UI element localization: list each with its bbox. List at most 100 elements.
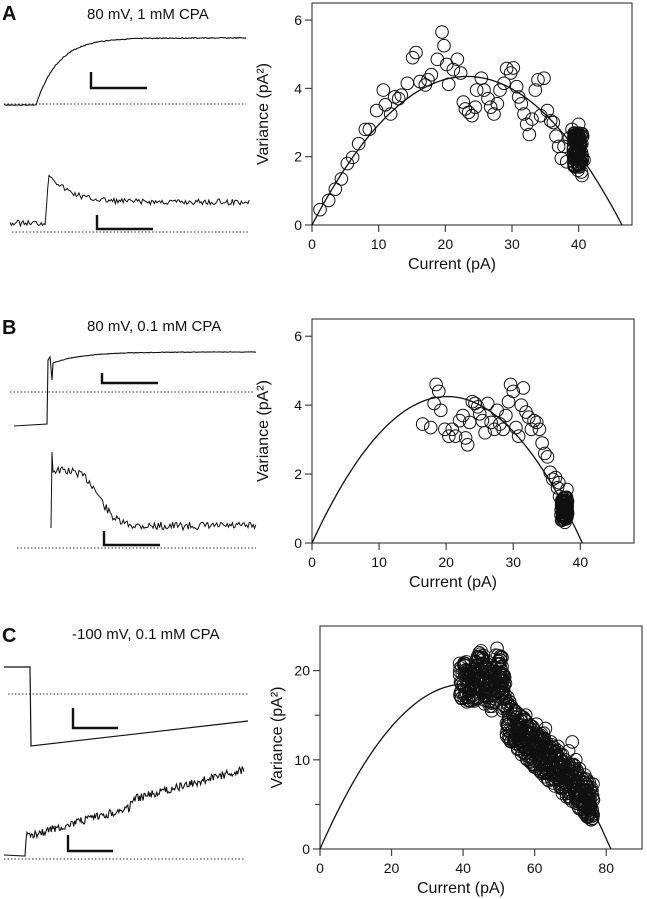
data-point	[577, 768, 592, 782]
x-axis-label: Current (pA)	[409, 574, 497, 591]
data-point	[391, 91, 406, 106]
y-tick-label: 4	[294, 80, 302, 96]
data-point	[477, 83, 491, 97]
data-point	[453, 66, 468, 80]
data-point	[562, 786, 576, 800]
x-tick-label: 0	[316, 860, 324, 876]
data-point	[547, 772, 562, 787]
data-point	[470, 400, 485, 414]
data-point	[499, 61, 514, 76]
data-point	[516, 381, 531, 395]
data-point	[465, 108, 479, 123]
data-point	[351, 136, 366, 151]
x-tick-label: 60	[527, 860, 543, 876]
data-point	[550, 764, 565, 779]
y-tick-label: 0	[302, 841, 310, 857]
data-point	[527, 760, 542, 774]
data-point	[475, 413, 490, 428]
data-point	[328, 182, 343, 196]
data-point	[546, 115, 561, 130]
data-point	[571, 126, 586, 140]
data-point	[543, 465, 557, 480]
data-point	[549, 766, 564, 780]
data-point	[525, 726, 540, 741]
x-tick-label: 20	[438, 554, 454, 570]
data-point	[445, 422, 460, 437]
data-point	[435, 25, 449, 39]
data-point	[542, 762, 556, 777]
data-point	[409, 45, 423, 60]
data-point	[415, 417, 430, 431]
data-point	[558, 779, 573, 793]
data-point	[491, 648, 505, 663]
data-point	[573, 128, 588, 143]
data-point	[497, 690, 512, 705]
x-tick-label: 10	[371, 554, 387, 570]
data-point	[567, 759, 582, 773]
data-point	[509, 420, 523, 435]
data-point	[569, 128, 584, 142]
data-point	[567, 157, 581, 172]
x-tick-label: 40	[571, 236, 587, 252]
data-point	[478, 425, 492, 440]
data-point	[524, 422, 539, 437]
data-point	[423, 420, 438, 435]
trace-b-current	[13, 351, 257, 427]
scale-bar-b-current	[100, 373, 158, 385]
data-point	[582, 786, 596, 800]
data-point	[453, 685, 468, 700]
data-point	[487, 422, 502, 437]
scale-bar-a-variance	[95, 215, 153, 231]
data-point	[490, 96, 505, 111]
trace-c-current	[4, 666, 249, 747]
data-point	[376, 83, 391, 97]
data-point	[313, 202, 327, 217]
data-point	[511, 90, 526, 104]
y-tick-label: 20	[294, 663, 310, 679]
data-point	[514, 96, 529, 111]
data-point	[572, 794, 586, 808]
data-point	[321, 193, 336, 208]
data-point	[429, 377, 443, 392]
data-point	[545, 765, 559, 780]
data-point	[519, 117, 534, 132]
y-axis-label: Variance (pA²)	[255, 380, 272, 482]
data-point	[383, 107, 398, 121]
data-point	[565, 735, 580, 749]
scatter-plot-a: 0 10 20 30 40 0 2 4 6 Current (pA) Variance (pA²)	[255, 2, 633, 273]
data-point	[541, 765, 556, 779]
data-point	[521, 730, 535, 745]
scale-bar-b-variance	[102, 531, 160, 547]
data-point	[522, 127, 537, 142]
data-point	[535, 436, 549, 450]
data-point	[537, 71, 551, 85]
panel-condition-c: -100 mV, 0.1 mM CPA	[72, 626, 220, 643]
data-point	[446, 62, 461, 77]
data-point	[574, 778, 589, 793]
data-point	[487, 107, 501, 121]
x-tick-label: 10	[371, 236, 387, 252]
data-point	[345, 150, 360, 165]
data-point	[565, 757, 579, 772]
data-point	[494, 687, 509, 701]
y-tick-label: 10	[294, 752, 310, 768]
scatter-plot-c: 0 20 40 60 80 0 10 20 Current (pA) Variance (pA²)	[269, 625, 643, 897]
data-point	[369, 103, 384, 118]
data-point	[511, 429, 526, 443]
y-tick-label: 4	[294, 397, 302, 413]
data-point	[499, 408, 513, 423]
data-point	[460, 667, 475, 682]
x-tick-label: 30	[504, 236, 520, 252]
data-point	[497, 670, 512, 685]
trace-a-current	[3, 36, 247, 107]
data-point	[559, 495, 573, 510]
data-point	[542, 774, 556, 788]
data-point	[474, 644, 488, 658]
data-point	[581, 796, 595, 811]
data-point	[514, 398, 529, 412]
scale-bar-c-variance	[66, 835, 113, 853]
panel-condition-a: 80 mV, 1 mM CPA	[87, 6, 209, 23]
data-point	[532, 422, 547, 437]
y-tick-label: 6	[294, 12, 302, 28]
data-point	[484, 415, 498, 430]
